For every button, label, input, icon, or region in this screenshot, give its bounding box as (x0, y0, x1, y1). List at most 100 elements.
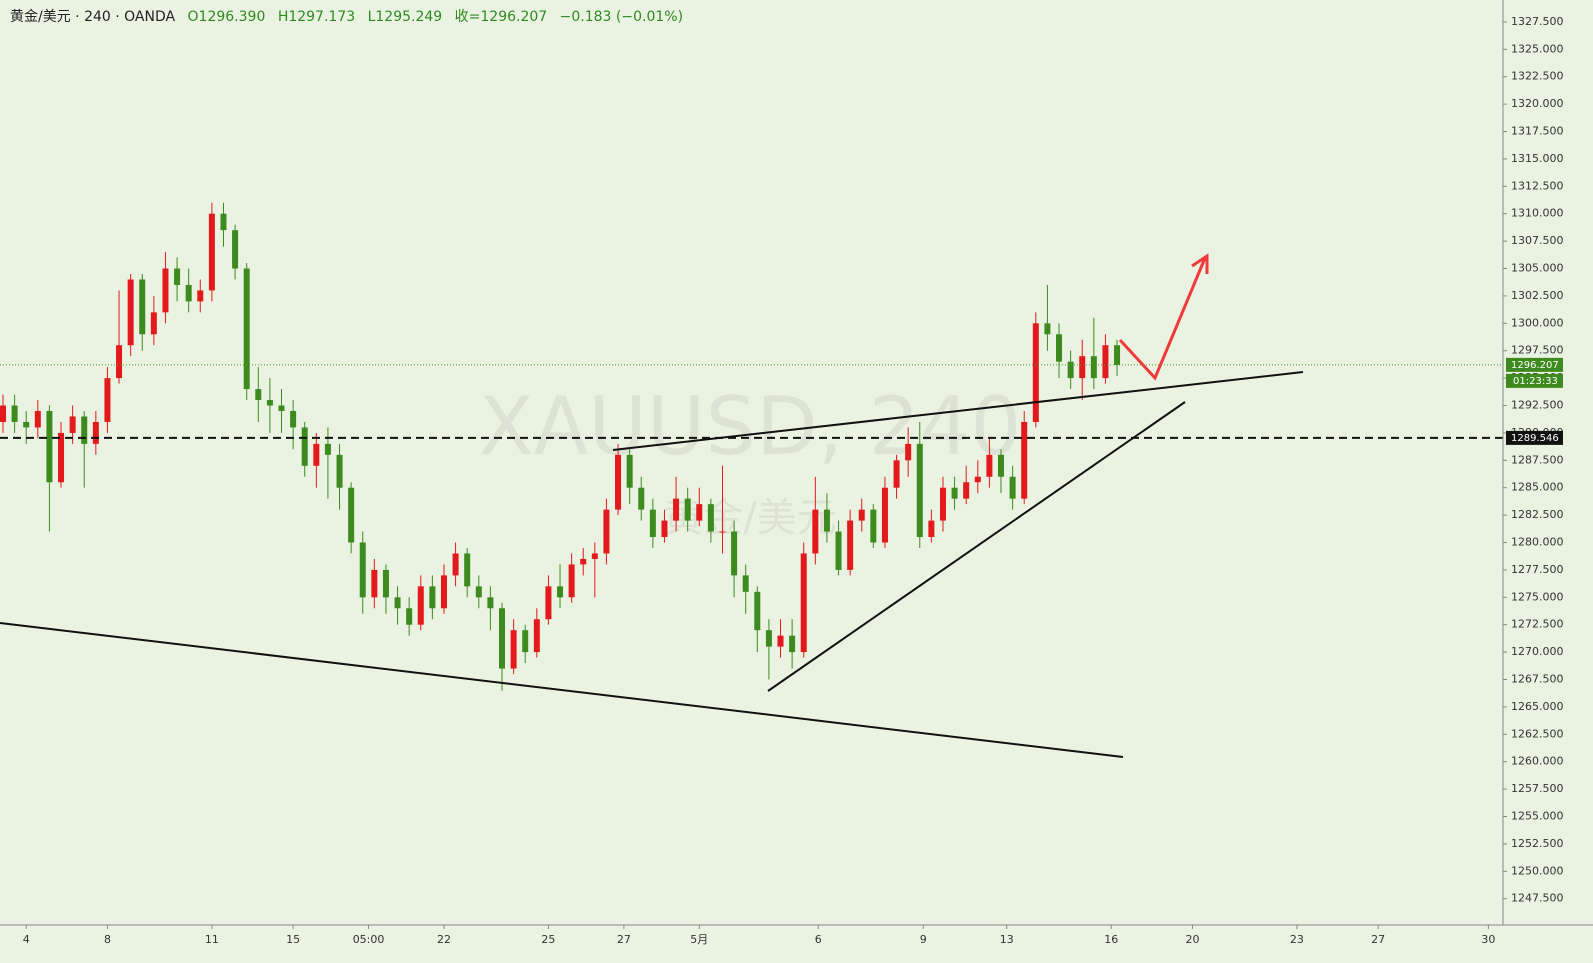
candle-body (1067, 361, 1074, 379)
candle-body (150, 312, 157, 335)
symbol[interactable]: 黄金/美元 · 240 · OANDA (10, 9, 176, 25)
candle-body (243, 268, 250, 390)
candle-body (986, 454, 993, 477)
candle-body (58, 432, 65, 483)
y-tick-label: 1317.500 (1511, 125, 1564, 138)
candle-body (1102, 345, 1109, 379)
y-tick-label: 1312.500 (1511, 179, 1564, 192)
trend-line[interactable] (612, 371, 1304, 451)
watermark: XAUUSD, 240 (479, 380, 1022, 473)
trend-line[interactable] (767, 401, 1186, 692)
candle-body (1032, 323, 1039, 422)
candle-body (440, 575, 447, 609)
candle-body (266, 400, 273, 406)
candle-body (208, 213, 215, 291)
x-tick-label: 13 (1000, 933, 1014, 946)
candle-body (11, 405, 18, 422)
candle-body (278, 405, 285, 411)
candle-body (174, 268, 181, 285)
candle-body (1079, 356, 1086, 379)
level-label: 1289.546 (1511, 433, 1559, 444)
candle-body (939, 487, 946, 521)
y-tick-label: 1325.000 (1511, 42, 1564, 55)
candle-body (348, 487, 355, 543)
y-tick-label: 1277.500 (1511, 563, 1564, 576)
x-tick-label: 30 (1481, 933, 1495, 946)
x-tick-label: 22 (437, 933, 451, 946)
candle-body (359, 542, 366, 598)
trend-line[interactable] (0, 622, 1124, 758)
last-price-label: 1296.207 (1511, 360, 1559, 371)
candle-body (684, 498, 691, 521)
x-tick-label: 9 (920, 933, 927, 946)
y-tick-label: 1302.500 (1511, 289, 1564, 302)
x-tick-label: 25 (541, 933, 555, 946)
candle-body (1090, 356, 1097, 379)
candle-body (1114, 345, 1121, 365)
x-tick-label: 27 (617, 933, 631, 946)
countdown: 01:23:33 (1513, 376, 1558, 387)
y-tick-label: 1280.000 (1511, 536, 1564, 549)
candle-body (905, 443, 912, 461)
y-tick-label: 1292.500 (1511, 399, 1564, 412)
candle-body (615, 454, 622, 510)
y-tick-label: 1310.000 (1511, 207, 1564, 220)
candle-body (800, 553, 807, 653)
last-price-tag (1506, 357, 1563, 372)
candle-body (162, 268, 169, 313)
candle-body (707, 504, 714, 532)
header: 黄金/美元 · 240 · OANDA O1296.390 H1297.173 … (10, 6, 691, 26)
candle-body (545, 586, 552, 620)
candle-body (127, 279, 134, 346)
candle-body (661, 520, 668, 538)
candle-body (649, 509, 656, 538)
candle-body (731, 531, 738, 576)
y-tick-label: 1285.000 (1511, 481, 1564, 494)
candle-body (591, 553, 598, 559)
candle-body (928, 520, 935, 538)
candle-body (0, 405, 6, 422)
candle-body (1021, 421, 1028, 499)
x-tick-label: 4 (23, 933, 30, 946)
change: −0.183 (−0.01%) (559, 9, 684, 25)
y-tick-label: 1307.500 (1511, 234, 1564, 247)
candle-body (557, 586, 564, 598)
y-tick-label: 1275.000 (1511, 590, 1564, 603)
y-tick-label: 1305.000 (1511, 262, 1564, 275)
y-tick-label: 1257.500 (1511, 782, 1564, 795)
candle-body (522, 630, 529, 653)
candle-body (568, 564, 575, 598)
drawings (0, 371, 1304, 758)
x-tick-label: 20 (1185, 933, 1199, 946)
candle-body (104, 378, 111, 422)
x-tick-label: 16 (1104, 933, 1118, 946)
x-tick-label: 5月 (690, 933, 708, 946)
candle-body (765, 630, 772, 647)
countdown-tag (1506, 373, 1563, 388)
candle-body (46, 410, 53, 483)
candle-body (847, 520, 854, 570)
candle-body (1009, 476, 1016, 499)
candle-body (580, 558, 587, 565)
candle-body (835, 531, 842, 570)
candle-body (1056, 334, 1063, 362)
candle-body (220, 213, 227, 231)
candle-body (417, 586, 424, 625)
candle-body (603, 509, 610, 554)
candle-body (974, 476, 981, 483)
arrow[interactable] (1118, 253, 1209, 381)
y-tick-label: 1295.000 (1511, 371, 1564, 384)
candle-body (429, 586, 436, 609)
y-tick-label: 1267.500 (1511, 673, 1564, 686)
y-tick-label: 1315.000 (1511, 152, 1564, 165)
candle-body (232, 230, 239, 269)
close: 收=1296.207 (454, 9, 548, 25)
candle-body (197, 290, 204, 302)
candle-body (789, 635, 796, 653)
x-tick-label: 8 (104, 933, 111, 946)
candle-body (69, 416, 76, 433)
y-tick-label: 1262.500 (1511, 727, 1564, 740)
y-tick-label: 1270.000 (1511, 645, 1564, 658)
y-tick-label: 1252.500 (1511, 837, 1564, 850)
